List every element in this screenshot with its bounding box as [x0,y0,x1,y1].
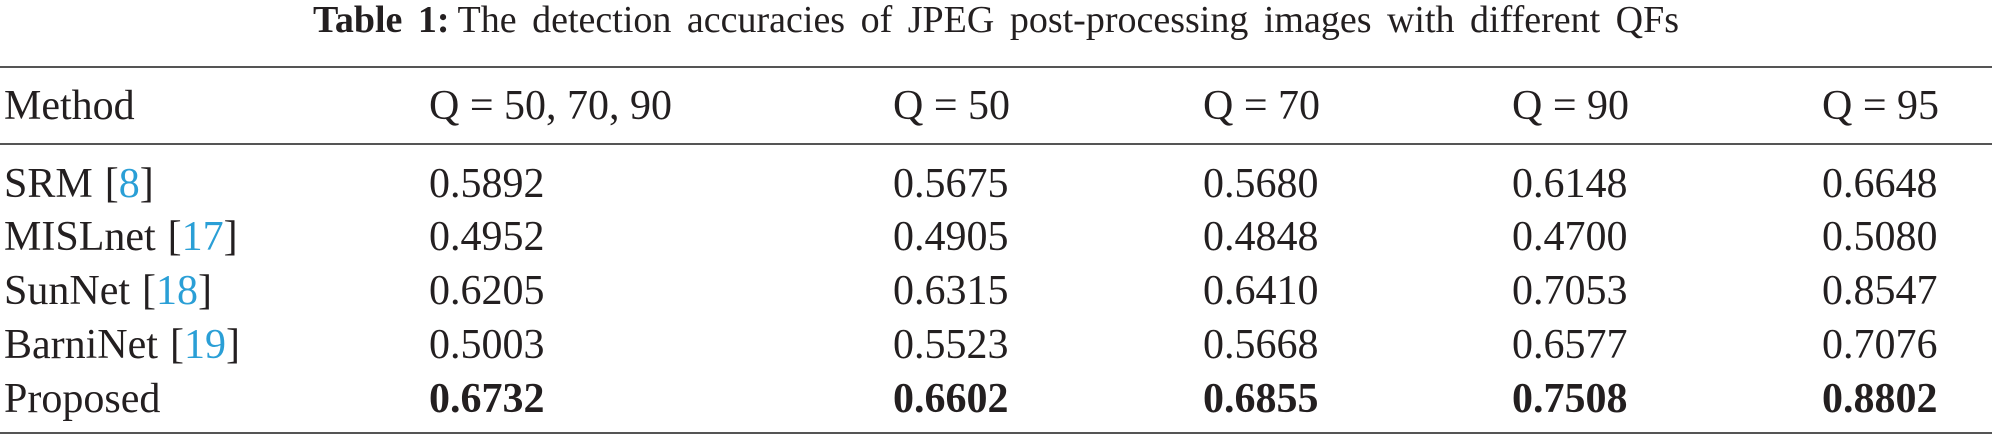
header-cell: Q = 70 [1203,83,1321,129]
method-cell: MISLnet17 [4,212,238,262]
value-cell: 0.6577 [1512,322,1628,368]
value-cell: 0.6602 [893,376,1009,422]
value-cell: 0.6855 [1203,376,1319,422]
value-cell: 0.5675 [893,161,1009,207]
header-cell: Q = 95 [1822,83,1940,129]
value-cell: 0.5680 [1203,161,1319,207]
header-cell: Q = 50, 70, 90 [429,83,673,129]
method-cell: BarniNet19 [4,320,240,370]
citation-ref: 18 [130,268,212,314]
header-rule [0,143,1992,145]
header-cell: Q = 50 [893,83,1011,129]
method-name: SunNet [4,268,130,314]
value-cell: 0.6315 [893,268,1009,314]
header-cell: Q = 90 [1512,83,1630,129]
caption-text: The detection accuracies of JPEG post-pr… [457,0,1680,41]
value-cell: 0.7508 [1512,376,1628,422]
value-cell: 0.5003 [429,322,545,368]
value-cell: 0.8547 [1822,268,1938,314]
citation-ref: 8 [93,161,154,207]
citation-ref: 17 [156,214,238,260]
value-cell: 0.6148 [1512,161,1628,207]
value-cell: 0.6205 [429,268,545,314]
value-cell: 0.5523 [893,322,1009,368]
value-cell: 0.7076 [1822,322,1938,368]
table-caption: Table 1: The detection accuracies of JPEG… [0,0,1992,40]
value-cell: 0.8802 [1822,376,1938,422]
value-cell: 0.5668 [1203,322,1319,368]
method-name: Proposed [4,376,161,422]
value-cell: 0.6732 [429,376,545,422]
top-rule [0,66,1992,68]
value-cell: 0.4848 [1203,214,1319,260]
bottom-rule [0,432,1992,434]
header-cell: Method [4,83,135,129]
value-cell: 0.5080 [1822,214,1938,260]
method-name: BarniNet [4,322,158,368]
method-cell: Proposed [4,374,160,424]
value-cell: 0.6648 [1822,161,1938,207]
value-cell: 0.7053 [1512,268,1628,314]
method-cell: SRM8 [4,159,154,209]
value-cell: 0.5892 [429,161,545,207]
method-name: SRM [4,161,93,207]
value-cell: 0.4905 [893,214,1009,260]
value-cell: 0.4952 [429,214,545,260]
value-cell: 0.4700 [1512,214,1628,260]
caption-label: Table 1: [312,0,450,41]
method-name: MISLnet [4,214,156,260]
value-cell: 0.6410 [1203,268,1319,314]
method-cell: SunNet18 [4,266,212,316]
citation-ref: 19 [158,322,240,368]
